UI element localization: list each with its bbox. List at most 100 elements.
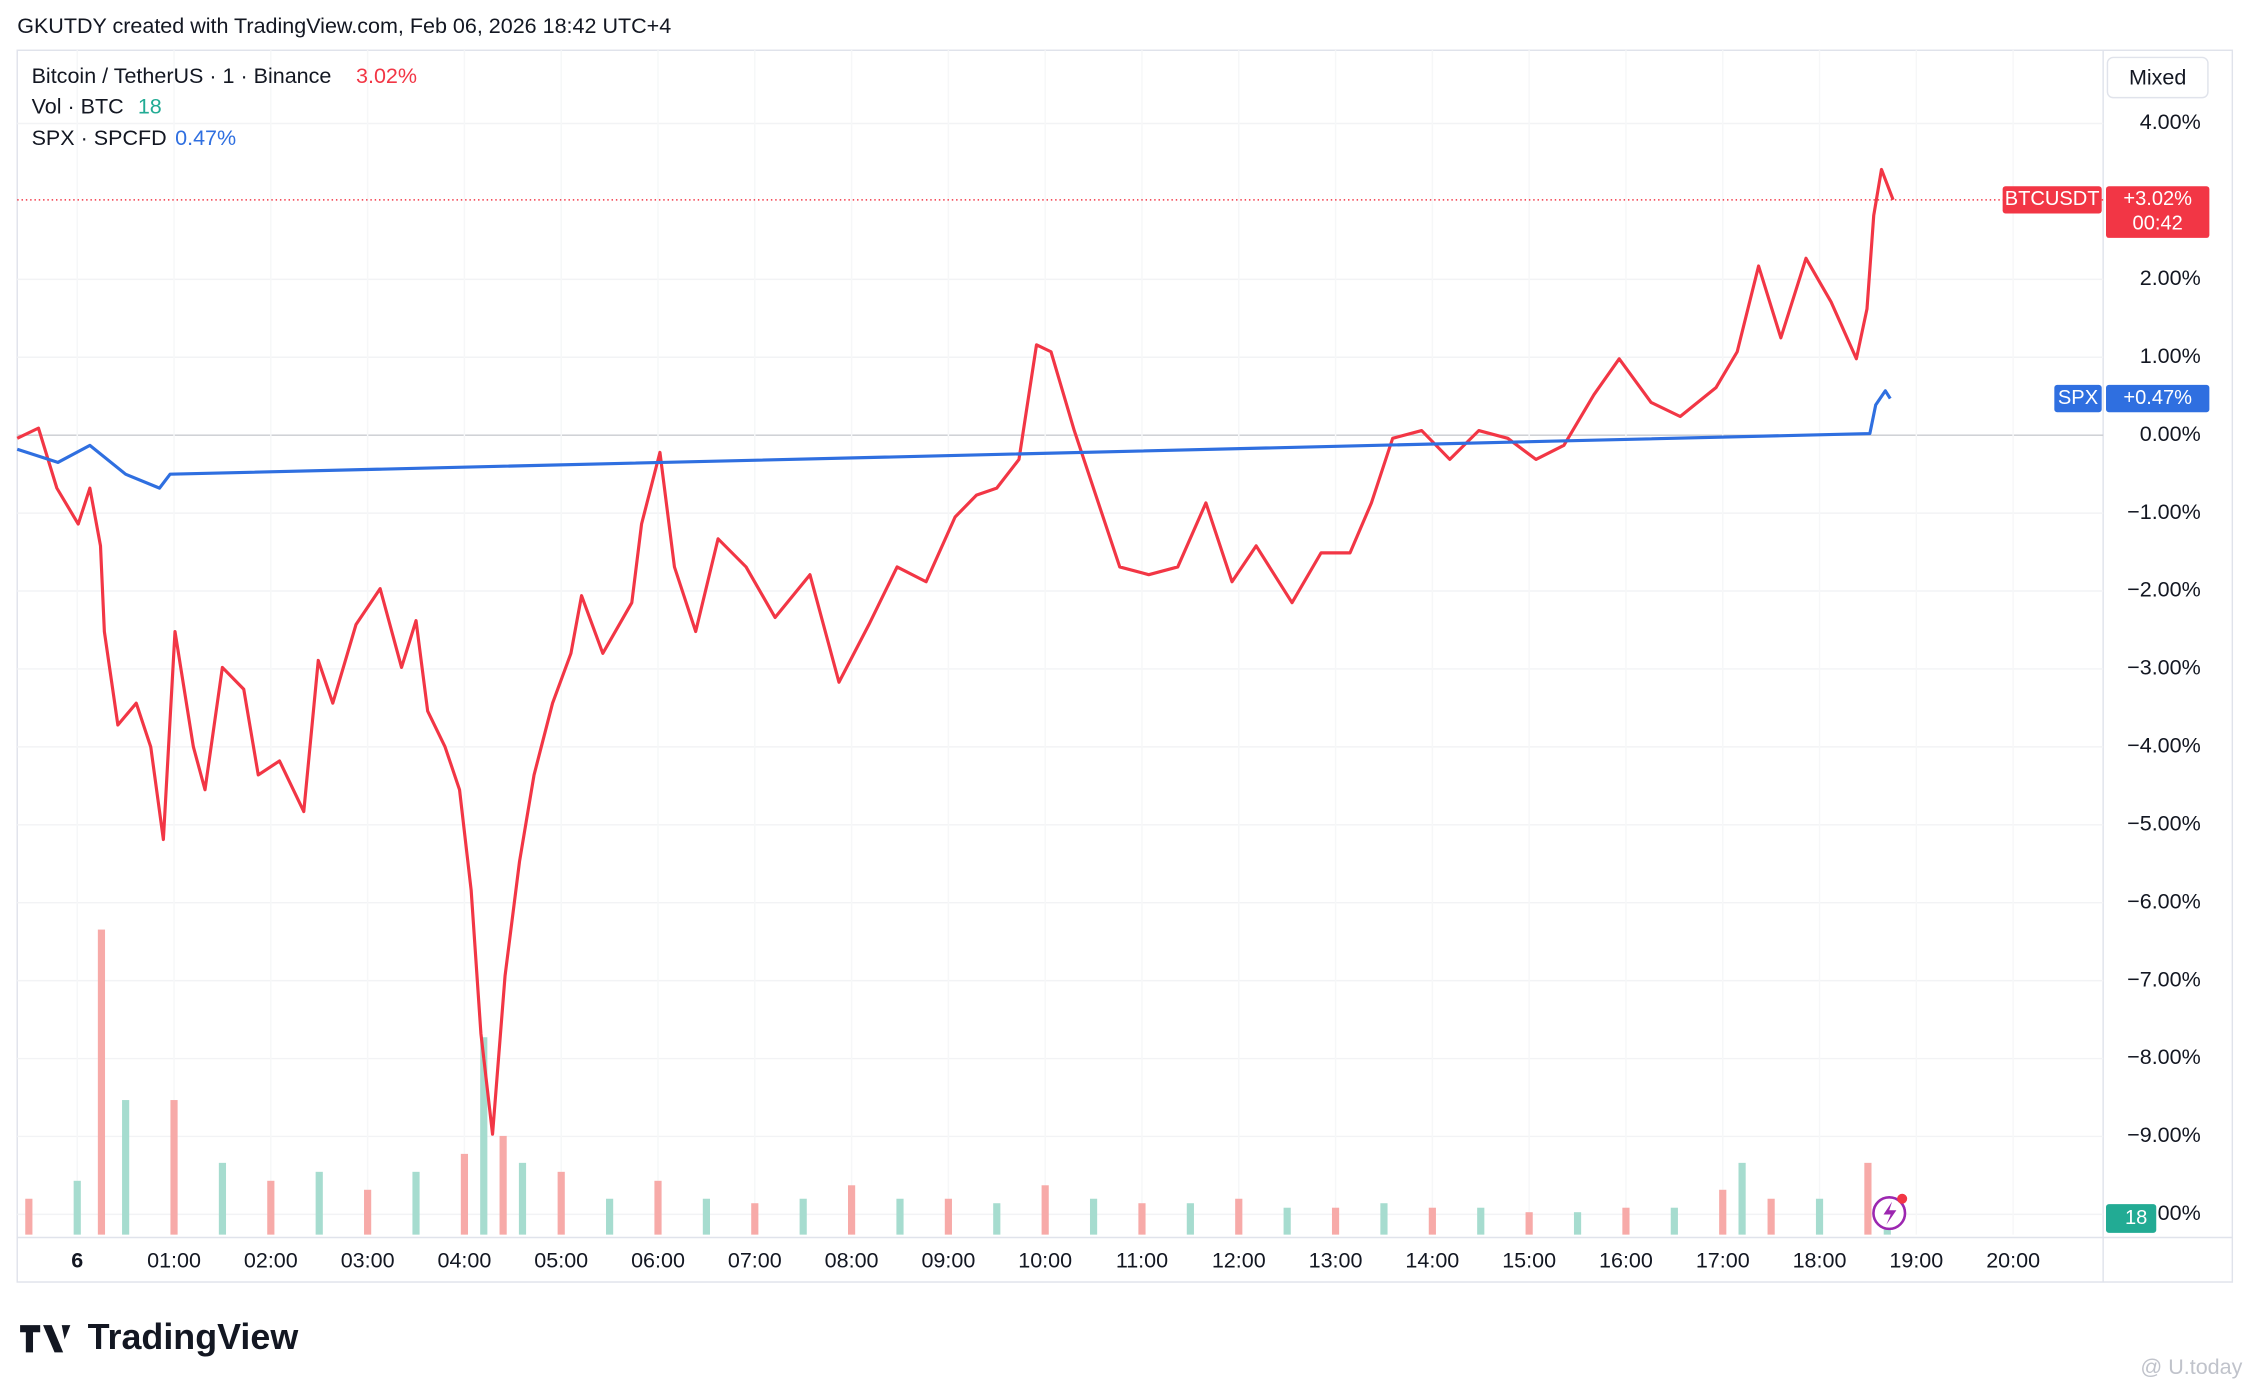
y-tick-label: 0.00% [2140,422,2201,446]
x-tick-label: 12:00 [1212,1249,1266,1273]
volume-bar [1864,1162,1872,1235]
volume-bar [1525,1212,1533,1235]
legend-spx-value: 0.47% [175,126,236,150]
volume-bar [1738,1162,1746,1235]
volume-bar [848,1185,856,1235]
x-tick-label: 10:00 [1018,1249,1072,1273]
volume-bar [751,1203,759,1235]
volume-bar [1428,1207,1436,1235]
alert-icon-bolt [1883,1201,1897,1225]
chart-frame [16,49,2234,1283]
x-tick-label: 04:00 [437,1249,491,1273]
price-line [16,167,1895,1136]
y-tick-label: 1.00% [2140,344,2201,368]
x-tick-label: 11:00 [1116,1249,1168,1273]
x-tick-label: 06:00 [631,1249,685,1273]
scale-mode-button[interactable] [2106,56,2209,99]
volume-bar [606,1198,614,1235]
volume-bar [1380,1203,1388,1235]
logo-mark [20,1325,71,1353]
price-line [16,389,1892,490]
badge-countdown: 00:42 [2133,213,2183,235]
volume-bar [799,1198,807,1235]
volume-bar [412,1171,420,1235]
y-tick-label: −4.00% [2127,734,2201,758]
badge-name: SPX [2058,387,2098,409]
y-tick-label: −6.00% [2127,889,2201,913]
scale-mode-label[interactable]: Mixed [2129,66,2186,90]
volume-bar [1477,1207,1485,1235]
legend-volume-value: 18 [138,94,162,118]
volume-bar [1138,1203,1146,1235]
volume-badge: 18 [2125,1207,2147,1229]
watermark: @ U.today [2140,1355,2242,1379]
x-tick-label: 20:00 [1986,1249,2040,1273]
badge-name-bg [2002,186,2102,214]
volume-bar [944,1198,952,1235]
x-tick-label: 14:00 [1405,1249,1459,1273]
y-tick-label: 2.00% [2140,266,2201,290]
volume-bar [170,1100,178,1235]
y-tick-label: −9.00% [2127,1123,2201,1147]
x-tick-label: 01:00 [147,1249,201,1273]
volume-bar [993,1203,1001,1235]
volume-bar [460,1153,469,1235]
x-tick-label: 08:00 [825,1249,879,1273]
volume-bar [364,1189,372,1235]
volume-bar [480,1037,488,1235]
x-tick-label: 6 [71,1249,83,1273]
x-tick-label: 19:00 [1889,1249,1943,1273]
volume-bar [1719,1189,1727,1235]
x-tick-label: 17:00 [1696,1249,1750,1273]
volume-bar [122,1100,130,1235]
volume-bar [1670,1207,1678,1235]
volume-bar [97,929,106,1235]
volume-bar [1767,1198,1775,1235]
x-tick-label: 13:00 [1309,1249,1363,1273]
badge-name: BTCUSDT [2005,188,2100,210]
volume-bar [896,1198,904,1235]
volume-bar [702,1198,710,1235]
volume-bar [654,1180,662,1235]
volume-bar [315,1171,323,1235]
y-tick-label: −3.00% [2127,656,2201,680]
volume-bar [1815,1198,1824,1235]
volume-bar [1622,1207,1630,1235]
volume-bar [218,1162,227,1235]
volume-bar [1235,1198,1243,1235]
volume-bar [499,1135,507,1235]
badge-value-bg [2106,186,2210,238]
header-title: GKUTDY created with TradingView.com, Feb… [17,14,671,38]
volume-bar [25,1198,33,1235]
y-tick-label: 4.00% [2140,110,2201,134]
volume-bar [1283,1207,1291,1235]
volume-badge-bg [2106,1204,2157,1233]
volume-bar [267,1180,275,1235]
y-tick-label: −1.00% [2127,500,2201,524]
legend-btc: Bitcoin / TetherUS · 1 · Binance [32,64,332,88]
alert-dot [1897,1193,1908,1204]
y-tick-label: −2.00% [2127,578,2201,602]
x-tick-label: 05:00 [534,1249,588,1273]
y-tick-label: −7.00% [2127,967,2201,991]
x-tick-label: 07:00 [728,1249,782,1273]
badge-value: +3.02% [2123,188,2192,210]
x-tick-label: 09:00 [921,1249,975,1273]
volume-bar [1041,1185,1049,1235]
x-tick-label: 18:00 [1793,1249,1847,1273]
legend-btc-value: 3.02% [356,64,417,88]
legend-volume: Vol · BTC [32,94,124,118]
badge-name-bg [2054,384,2102,413]
badge-value: +0.47% [2123,387,2192,409]
x-tick-label: 03:00 [341,1249,395,1273]
volume-bar [1331,1207,1340,1235]
volume-bar [73,1180,81,1235]
volume-bar [1186,1203,1194,1235]
x-tick-label: 16:00 [1599,1249,1653,1273]
volume-bar [518,1162,527,1235]
badge-value-bg [2106,384,2210,413]
x-tick-label: 15:00 [1502,1249,1556,1273]
volume-bar [1089,1198,1098,1235]
